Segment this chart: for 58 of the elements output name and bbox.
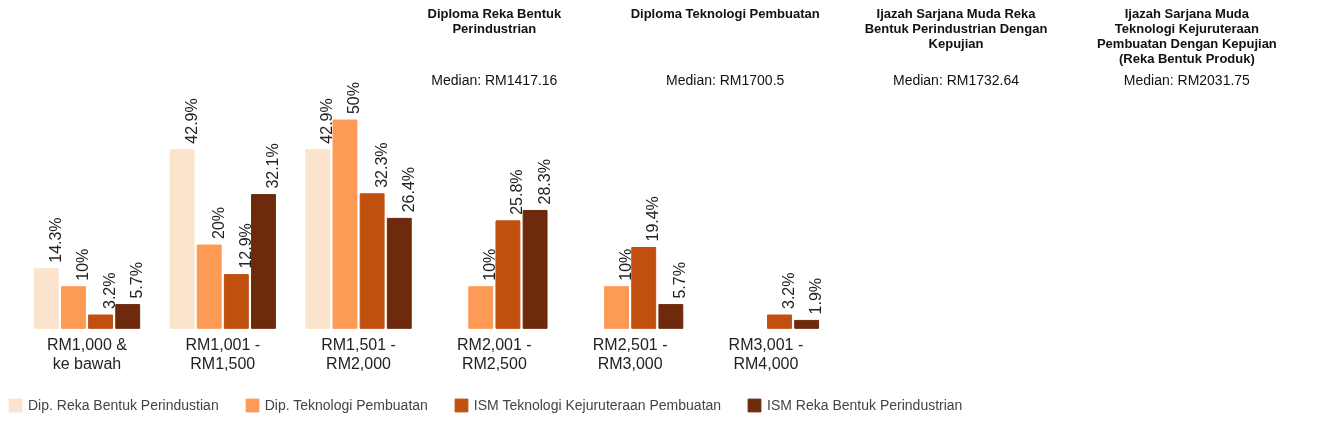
bar xyxy=(767,314,792,329)
data-label: 25.8% xyxy=(508,169,526,215)
data-label: 10% xyxy=(73,248,91,281)
legend-label: ISM Teknologi Kejuruteraan Pembuatan xyxy=(473,397,722,413)
data-label: 5.7% xyxy=(128,262,146,299)
data-label: 32.1% xyxy=(264,143,281,189)
data-label: 10% xyxy=(617,248,635,281)
data-label: 12.9% xyxy=(236,223,254,269)
data-label: 50% xyxy=(345,82,363,115)
data-label: 1.9% xyxy=(807,277,825,315)
bar xyxy=(88,314,113,329)
data-label: 3.2% xyxy=(780,272,797,309)
text: Diploma Teknologi Pembuatan xyxy=(630,5,820,21)
bar xyxy=(794,319,820,329)
data-label: 28.3% xyxy=(535,159,553,205)
bar xyxy=(468,286,494,329)
text: Median: RM1732.64 xyxy=(892,71,1020,88)
data-label: 19.4% xyxy=(644,196,662,242)
text: Ijazah Sarjana Muda Reka Bentuk Perindustrian Dengan Kepujian xyxy=(864,5,1048,51)
bar xyxy=(631,247,657,329)
data-label: 42.9% xyxy=(182,98,200,144)
bar xyxy=(604,286,629,329)
data-label: 3.2% xyxy=(101,272,119,309)
text: Median: RM1700.5 xyxy=(666,71,785,88)
bar xyxy=(115,304,141,329)
text: Diploma Reka Bentuk Perindustrian xyxy=(427,5,562,36)
bar xyxy=(223,274,249,329)
bar xyxy=(169,149,195,329)
bar xyxy=(60,286,86,329)
text: Median: RM1417.16 xyxy=(431,71,558,88)
bar xyxy=(196,244,222,329)
bar xyxy=(522,209,548,329)
data-label: 26.4% xyxy=(399,166,417,213)
legend-label: ISM Reka Bentuk Perindustrian xyxy=(767,397,963,413)
x-tick-label: RM1,000 & ke bawah xyxy=(46,336,128,373)
bar xyxy=(33,268,59,329)
x-tick-label: RM1,501 - RM2,000 xyxy=(321,336,396,373)
x-tick-label: RM1,001 - RM1,500 xyxy=(185,336,261,373)
data-label: 10% xyxy=(481,248,499,281)
x-tick-label: RM2,001 - RM2,500 xyxy=(456,336,532,373)
bar xyxy=(359,193,385,329)
x-tick-label: RM3,001 - RM4,000 xyxy=(728,336,804,373)
legend-label: Dip. Teknologi Pembuatan xyxy=(264,397,428,413)
data-label: 20% xyxy=(209,206,227,240)
data-label: 42.9% xyxy=(318,98,336,144)
data-label: 14.3% xyxy=(46,217,64,263)
bar xyxy=(386,217,412,329)
bar xyxy=(305,149,331,329)
data-label: 5.7% xyxy=(671,262,689,299)
bar xyxy=(251,194,276,329)
bar xyxy=(332,119,358,329)
data-label: 32.3% xyxy=(372,142,390,188)
bar xyxy=(495,220,521,329)
text: Ijazah Sarjana Muda Teknologi Kejuruteraan Pembuatan Dengan Kepujian (Reka Bentuk Produk) xyxy=(1096,5,1277,66)
legend-label: Dip. Reka Bentuk Perindustian xyxy=(28,397,219,413)
bar xyxy=(658,304,684,329)
x-tick-label: RM2,501 - RM3,000 xyxy=(592,336,668,373)
text: Median: RM2031.75 xyxy=(1123,71,1251,88)
